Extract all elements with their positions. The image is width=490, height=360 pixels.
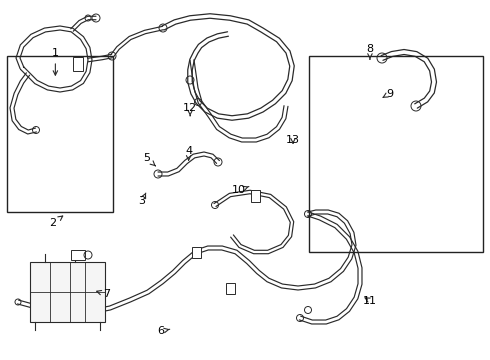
Text: 1: 1: [52, 48, 59, 75]
Text: 3: 3: [139, 193, 146, 206]
Bar: [73, 57, 83, 71]
Bar: [250, 190, 260, 202]
Text: 4: 4: [185, 146, 192, 160]
Text: 10: 10: [232, 185, 249, 195]
Text: 5: 5: [144, 153, 155, 166]
Text: 9: 9: [383, 89, 393, 99]
Bar: [225, 283, 235, 293]
Text: 8: 8: [367, 44, 373, 59]
Text: 13: 13: [286, 135, 300, 145]
Bar: [71, 250, 85, 260]
Bar: [192, 247, 200, 257]
Text: 7: 7: [97, 289, 110, 300]
FancyBboxPatch shape: [30, 262, 105, 322]
Bar: [309, 56, 483, 252]
Text: 6: 6: [157, 326, 170, 336]
Text: 11: 11: [363, 296, 377, 306]
Bar: [7, 56, 113, 212]
Text: 12: 12: [183, 103, 197, 116]
Text: 2: 2: [49, 216, 63, 228]
